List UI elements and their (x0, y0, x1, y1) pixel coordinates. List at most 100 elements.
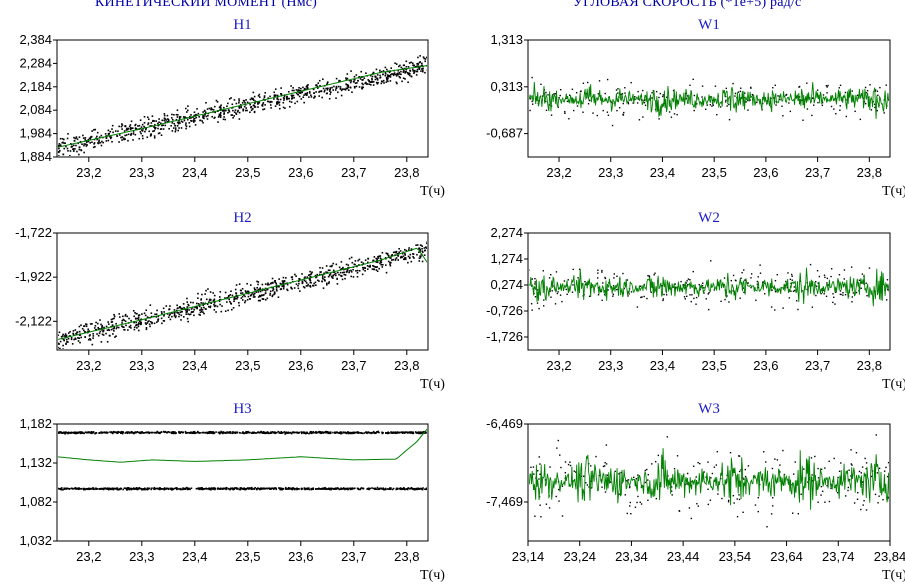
x-tick-label: 23,2 (76, 165, 101, 180)
right-header: УГЛОВАЯ СКОРОСТЬ (*1e+5) рад/с (573, 0, 802, 10)
x-tick-label: 23,4 (182, 165, 207, 180)
scatter-points (58, 241, 427, 349)
x-tick-label: 23,2 (76, 549, 101, 564)
x-tick-label: 23,7 (341, 358, 366, 373)
x-tick-label: 23,2 (546, 165, 571, 180)
x-tick-label: 23,74 (822, 549, 855, 564)
y-tick-label: -2,122 (15, 313, 52, 328)
y-tick-label: -1,722 (15, 225, 52, 240)
plot-frame (527, 232, 891, 351)
x-tick-label: 23,14 (512, 549, 545, 564)
y-tick-label: -0,687 (486, 126, 523, 141)
trend-line (58, 247, 427, 340)
x-tick-label: 23,8 (857, 165, 882, 180)
plot-area (58, 55, 427, 156)
chart-title: W3 (698, 401, 720, 417)
x-tick-label: 23,24 (563, 549, 596, 564)
x-tick-label: 23,4 (650, 358, 675, 373)
trend-line (58, 428, 427, 463)
x-tick-label: 23,64 (770, 549, 803, 564)
x-tick-label: 23,8 (857, 358, 882, 373)
signal-line (529, 267, 889, 307)
y-tick-label: -1,726 (486, 329, 523, 344)
x-tick-label: 23,5 (235, 549, 260, 564)
x-tick-label: 23,2 (76, 358, 101, 373)
chart-w1: W1 1,313 0,313 -0,687 23,2 23,3 23,4 23,5 23,6 23… (486, 17, 905, 199)
x-tick-label: 23,44 (667, 549, 700, 564)
scatter-band (58, 430, 427, 435)
x-tick-label: 23,3 (129, 549, 154, 564)
chart-title: H3 (233, 401, 251, 417)
x-tick-label: 23,8 (394, 358, 419, 373)
x-tick-label: 23,7 (805, 358, 830, 373)
x-tick-label: 23,54 (719, 549, 752, 564)
x-tick-label: 23,4 (182, 358, 207, 373)
chart-h3: H3 1,182 1,132 1,082 1,032 23,2 23,3 23,4 23,5 23… (19, 401, 445, 583)
chart-h1: H1 2,384 2,284 2,184 2,084 1,984 1,884 23,2 23,3… (19, 17, 445, 199)
x-tick-label: 23,7 (341, 165, 366, 180)
x-tick-label: 23,5 (235, 358, 260, 373)
x-tick-label: 23,34 (615, 549, 648, 564)
x-tick-label: 23,6 (753, 165, 778, 180)
x-tick-label: 23,6 (288, 358, 313, 373)
y-tick-label: 1,984 (19, 126, 52, 141)
x-axis-label: T(ч) (420, 377, 445, 392)
chart-w2: W2 2,274 1,274 0,274 -0,726 -1,726 23,2 23,3 23,… (486, 210, 905, 392)
plot-area (58, 241, 427, 349)
chart-title: W2 (698, 210, 720, 226)
x-axis-label: T(ч) (882, 568, 905, 583)
x-tick-label: 23,4 (650, 165, 675, 180)
x-tick-label: 23,84 (874, 549, 905, 564)
trend-line (58, 65, 427, 148)
x-tick-label: 23,5 (235, 165, 260, 180)
plot-area (529, 76, 889, 127)
y-tick-label: 1,032 (19, 533, 52, 548)
x-tick-label: 23,6 (288, 165, 313, 180)
y-tick-label: -6,469 (486, 416, 523, 431)
x-tick-label: 23,7 (805, 165, 830, 180)
chart-title: W1 (698, 17, 720, 33)
y-tick-label: 2,384 (19, 32, 52, 47)
y-tick-label: -7,469 (486, 494, 523, 509)
signal-line (529, 448, 889, 510)
x-tick-label: 23,3 (129, 165, 154, 180)
plot-area (529, 434, 889, 528)
x-axis-label: T(ч) (420, 184, 445, 199)
left-header: КИНЕТИЧЕСКИЙ МОМЕНТ (Нмс) (95, 0, 318, 10)
y-tick-label: 2,084 (19, 102, 52, 117)
chart-title: H2 (233, 210, 251, 226)
x-tick-label: 23,6 (288, 549, 313, 564)
x-axis-label: T(ч) (882, 377, 905, 392)
y-tick-label: 0,313 (490, 79, 523, 94)
x-axis-label: T(ч) (420, 568, 445, 583)
chart-title: H1 (233, 17, 251, 33)
x-axis-label: T(ч) (882, 184, 905, 199)
signal-line (529, 81, 889, 119)
x-tick-label: 23,5 (702, 358, 727, 373)
x-tick-label: 23,3 (598, 358, 623, 373)
chart-w3: W3 -6,469 -7,469 23,14 23,24 23,34 23,44 23,54 2… (486, 401, 905, 583)
y-tick-label: 2,284 (19, 55, 52, 70)
scatter-band (58, 486, 427, 491)
x-tick-label: 23,2 (546, 358, 571, 373)
x-tick-label: 23,7 (341, 549, 366, 564)
y-tick-label: -0,726 (486, 303, 523, 318)
x-tick-label: 23,4 (182, 549, 207, 564)
y-tick-label: 1,313 (490, 32, 523, 47)
plot-area (529, 260, 889, 311)
chart-h2: H2 -1,722 -1,922 -2,122 23,2 23,3 23,4 23,5 23,6… (15, 210, 445, 392)
plot-frame (56, 232, 429, 351)
plot-frame (56, 39, 429, 158)
y-tick-label: 2,274 (490, 225, 523, 240)
x-tick-label: 23,3 (598, 165, 623, 180)
x-tick-label: 23,8 (394, 549, 419, 564)
x-tick-label: 23,3 (129, 358, 154, 373)
x-tick-label: 23,6 (753, 358, 778, 373)
y-tick-label: 1,182 (19, 416, 52, 431)
y-tick-label: 1,082 (19, 494, 52, 509)
x-tick-label: 23,5 (702, 165, 727, 180)
y-tick-label: -1,922 (15, 269, 52, 284)
y-tick-label: 1,132 (19, 455, 52, 470)
plot-frame (56, 423, 429, 542)
